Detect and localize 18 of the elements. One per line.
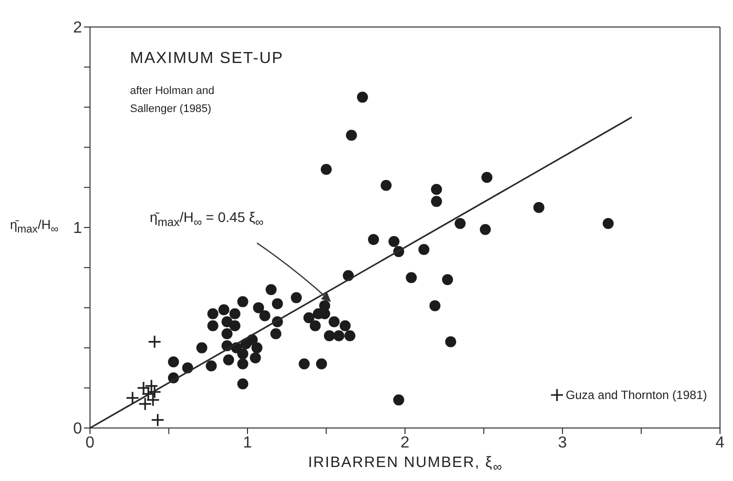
point	[138, 397, 152, 411]
text: MAXIMUM SET-UP	[130, 50, 284, 67]
y-tick-label: 0	[73, 420, 82, 438]
x-tick-label: 3	[558, 434, 568, 452]
x-axis-title: IRIBARREN NUMBER, ξ$_{∞}$	[308, 454, 503, 474]
point	[126, 391, 140, 405]
x-tick-label: 1	[243, 434, 252, 452]
legend-label: Guza and Thornton (1981)	[566, 388, 707, 402]
y-tick-label: 2	[73, 20, 82, 37]
x-tick-label: 2	[400, 434, 410, 452]
x-tick-label: 4	[716, 434, 725, 452]
y-axis-title: η̄$_{max}$/H$_{∞}$	[10, 217, 58, 236]
annotation: η̄$_{max}$/H$_{∞}$ = 0.45 ξ$_{∞}$	[150, 209, 264, 230]
point	[148, 334, 162, 349]
x-tick-label: 0	[86, 434, 95, 452]
y-tick-label: 1	[73, 220, 82, 238]
point	[150, 413, 165, 427]
text: after Holman and Sallenger (1985)	[130, 85, 214, 115]
